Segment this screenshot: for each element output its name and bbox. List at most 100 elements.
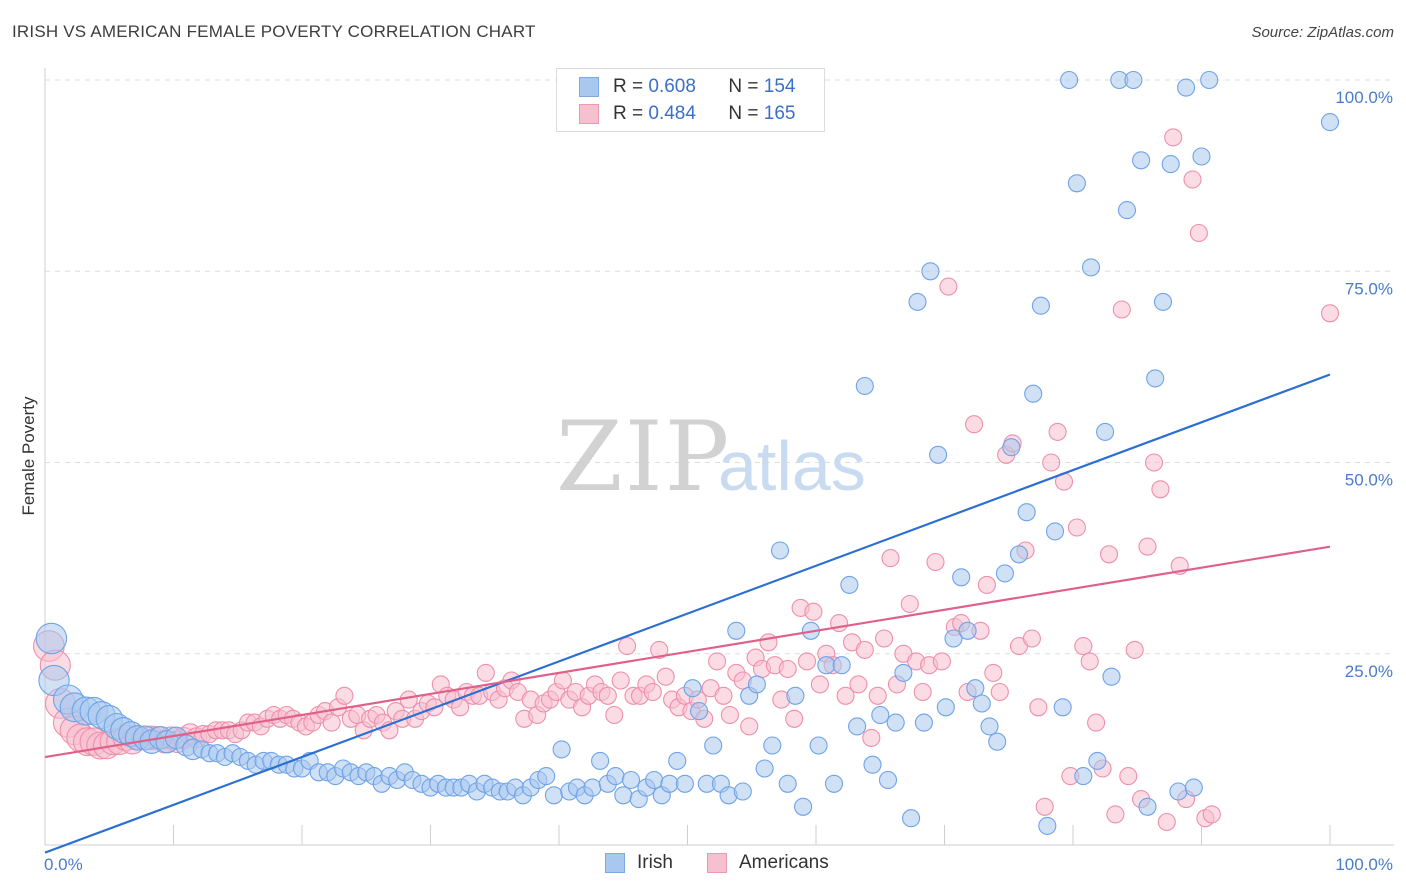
legend-n-value: 154 bbox=[763, 76, 796, 97]
irish-point-129 bbox=[1031, 296, 1050, 315]
irish-point-147 bbox=[1161, 155, 1180, 174]
irish-point-146 bbox=[1153, 292, 1173, 311]
americans-point-130 bbox=[875, 629, 894, 648]
americans-point-144 bbox=[965, 415, 984, 434]
irish-point-134 bbox=[1067, 174, 1086, 193]
irish-point-148 bbox=[1169, 782, 1188, 801]
irish-point-143 bbox=[1132, 151, 1151, 170]
americans-point-104 bbox=[708, 652, 727, 671]
gridlines bbox=[45, 79, 1394, 655]
y-tick-label-0: 25.0% bbox=[1345, 662, 1393, 681]
irish-point-64 bbox=[544, 786, 563, 805]
legend-swatch-irish bbox=[579, 77, 599, 97]
americans-point-68 bbox=[476, 663, 495, 682]
americans-point-134 bbox=[900, 594, 919, 614]
irish-point-100 bbox=[817, 656, 836, 675]
americans-point-90 bbox=[618, 637, 637, 656]
americans-point-175 bbox=[1164, 128, 1183, 147]
irish-point-94 bbox=[770, 541, 790, 560]
irish-point-150 bbox=[1184, 778, 1203, 797]
irish-point-65 bbox=[552, 740, 571, 759]
americans-point-118 bbox=[797, 652, 817, 671]
irish-point-63 bbox=[537, 767, 556, 786]
irish-point-116 bbox=[936, 698, 955, 717]
x-tick-label-1: 100.0% bbox=[1335, 855, 1393, 874]
americans-point-95 bbox=[650, 640, 669, 659]
irish-point-118 bbox=[952, 568, 971, 587]
irish-point-111 bbox=[902, 809, 921, 828]
americans-point-120 bbox=[810, 675, 829, 694]
americans-point-154 bbox=[1029, 698, 1048, 717]
americans-point-167 bbox=[1112, 300, 1131, 319]
americans-point-126 bbox=[849, 675, 868, 694]
americans-point-182 bbox=[1320, 304, 1340, 323]
irish-point-138 bbox=[1096, 422, 1115, 441]
irish-point-122 bbox=[980, 717, 999, 736]
americans-point-87 bbox=[598, 686, 617, 705]
legend-r-label: R = bbox=[613, 103, 649, 124]
irish-point-93 bbox=[763, 736, 782, 755]
americans-point-105 bbox=[714, 686, 733, 705]
legend-r-value: 0.484 bbox=[648, 103, 696, 124]
irish-point-142 bbox=[1124, 70, 1143, 90]
irish-point-112 bbox=[908, 292, 927, 311]
americans-point-171 bbox=[1138, 537, 1157, 556]
americans-point-165 bbox=[1099, 545, 1119, 564]
bottom-legend-swatch-irish bbox=[605, 853, 625, 873]
irish-point-123 bbox=[988, 732, 1007, 751]
irish-point-99 bbox=[809, 736, 828, 755]
irish-point-120 bbox=[966, 679, 985, 698]
irish-point-92 bbox=[755, 759, 774, 778]
irish-point-108 bbox=[878, 770, 898, 790]
irish-point-82 bbox=[683, 679, 702, 698]
americans-point-136 bbox=[913, 682, 932, 702]
irish-point-121 bbox=[972, 694, 991, 713]
bottom-legend: Irish Americans bbox=[0, 852, 1406, 878]
legend-n-label: N = bbox=[728, 76, 764, 97]
americans-point-169 bbox=[1125, 640, 1144, 659]
stats-legend: R = 0.608 N = 154 R = 0.484 N = 165 bbox=[556, 68, 825, 132]
irish-point-107 bbox=[871, 705, 890, 725]
trendlines bbox=[44, 373, 1331, 854]
irish-point-151 bbox=[1192, 147, 1211, 166]
irish-point-131 bbox=[1045, 522, 1065, 541]
chart-title: IRISH VS AMERICAN FEMALE POVERTY CORRELA… bbox=[12, 22, 536, 41]
americans-point-109 bbox=[740, 717, 759, 736]
irish-point-124 bbox=[995, 564, 1014, 583]
americans-point-96 bbox=[656, 667, 675, 686]
bottom-legend-swatch-americans bbox=[707, 853, 727, 873]
irish-point-101 bbox=[824, 774, 844, 793]
legend-r-label: R = bbox=[613, 76, 649, 97]
americans-point-129 bbox=[868, 686, 887, 705]
y-tick-label-2: 75.0% bbox=[1345, 279, 1393, 298]
irish-point-115 bbox=[929, 445, 948, 464]
irish-point-153 bbox=[1320, 113, 1340, 132]
irish-point-104 bbox=[848, 717, 867, 736]
watermark: ZIP atlas bbox=[556, 401, 866, 513]
irish-point-79 bbox=[660, 774, 679, 793]
americans-point-160 bbox=[1067, 518, 1086, 537]
americans-point-46 bbox=[335, 686, 354, 705]
irish-point-149 bbox=[1177, 78, 1196, 97]
source-credit: Source: ZipAtlas.com bbox=[1251, 24, 1394, 41]
americans-point-148 bbox=[990, 682, 1009, 702]
tick-labels: 25.0% 50.0% 75.0% 100.0% 0.0% 100.0% bbox=[44, 88, 1393, 874]
irish-point-126 bbox=[1009, 545, 1029, 564]
americans-point-146 bbox=[977, 575, 996, 594]
irish-point-70 bbox=[591, 751, 610, 770]
irish-point-136 bbox=[1081, 258, 1101, 277]
irish-point-0 bbox=[35, 622, 68, 655]
irish-point-128 bbox=[1024, 384, 1043, 403]
irish-point-105 bbox=[855, 376, 874, 396]
irish-point-77 bbox=[645, 770, 664, 790]
americans-point-88 bbox=[605, 705, 624, 725]
americans-point-131 bbox=[881, 549, 900, 568]
americans-point-44 bbox=[322, 713, 341, 732]
irish-point-139 bbox=[1102, 667, 1121, 686]
americans-point-116 bbox=[785, 709, 804, 728]
americans-point-127 bbox=[855, 640, 874, 659]
americans-trend-line bbox=[44, 545, 1331, 759]
irish-point-85 bbox=[704, 736, 723, 755]
americans-point-138 bbox=[926, 552, 945, 572]
